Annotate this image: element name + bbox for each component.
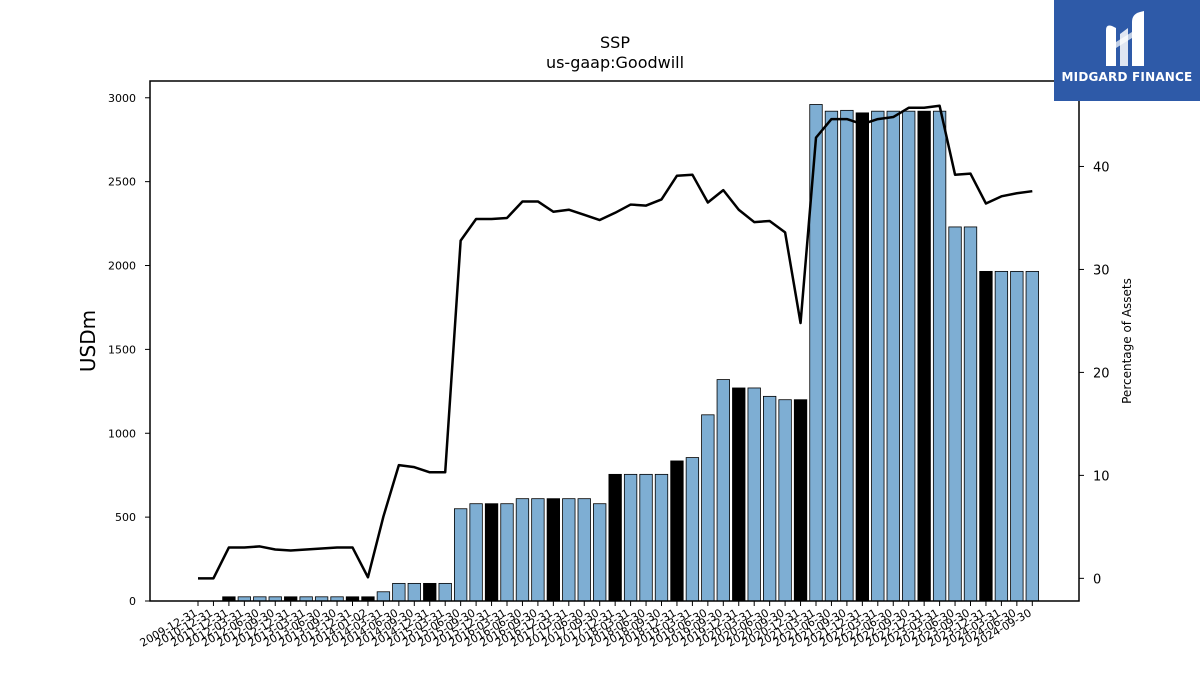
percentage-line <box>198 104 1033 580</box>
bar <box>562 498 576 602</box>
bar <box>484 503 499 602</box>
bar <box>639 473 653 602</box>
bar <box>423 582 437 602</box>
y-tick-label: 3000 <box>108 92 136 105</box>
bar <box>871 110 885 602</box>
bar <box>902 110 916 602</box>
percentage-line-series <box>198 104 1033 580</box>
bar <box>438 582 452 602</box>
bar <box>608 473 622 602</box>
y2-tick-label: 0 <box>1093 572 1101 587</box>
y-tick-label: 2500 <box>108 176 136 189</box>
logo-mark-icon <box>1106 11 1144 66</box>
bar <box>716 379 730 602</box>
y2-tick-label: 40 <box>1093 160 1110 175</box>
bar <box>654 473 669 602</box>
bar <box>747 387 761 602</box>
bar <box>979 270 993 602</box>
bar <box>763 395 777 602</box>
chart-title: SSP <box>600 33 630 52</box>
y-axis-left: 0 500 1000 1500 2000 2500 3000 <box>108 92 150 608</box>
y2-axis-label: Percentage of Assets <box>1120 278 1134 404</box>
bar <box>932 110 947 602</box>
x-axis: 2009-12-312010-12-312011-12-312012-03-31… <box>138 601 1034 650</box>
bar <box>670 460 684 602</box>
bar <box>685 457 700 602</box>
bar <box>732 387 746 602</box>
y-tick-label: 1500 <box>108 343 136 356</box>
y-tick-label: 1000 <box>108 427 136 440</box>
bar <box>824 110 839 602</box>
bar <box>577 498 591 602</box>
plot-frame <box>149 80 1080 602</box>
bar <box>917 110 931 602</box>
bar <box>593 503 607 602</box>
bar <box>1025 270 1039 602</box>
bar <box>453 508 468 602</box>
logo-text: MIDGARD FINANCE <box>1061 70 1193 84</box>
y-tick-label: 0 <box>129 595 136 608</box>
y2-tick-label: 30 <box>1093 263 1110 278</box>
bar-series <box>222 104 1039 602</box>
bar <box>500 503 514 602</box>
bar <box>376 591 391 602</box>
midgard-finance-logo: MIDGARD FINANCE <box>1054 0 1200 101</box>
bar <box>515 498 530 602</box>
bar <box>623 473 638 602</box>
bar <box>886 110 900 602</box>
bar <box>407 582 421 602</box>
bar <box>469 503 483 602</box>
y2-tick-label: 10 <box>1093 469 1110 484</box>
y-tick-label: 500 <box>115 511 136 524</box>
bar <box>701 414 715 602</box>
bar <box>994 270 1009 602</box>
chart-subtitle: us-gaap:Goodwill <box>546 53 684 72</box>
bar <box>948 226 962 602</box>
bar <box>778 399 792 602</box>
y-tick-label: 2000 <box>108 260 136 273</box>
bar <box>1010 270 1024 602</box>
bar <box>793 399 808 602</box>
bar <box>392 582 406 602</box>
y2-tick-label: 20 <box>1093 366 1110 381</box>
y-axis-right: 0 10 20 30 40 <box>1079 160 1110 587</box>
bar <box>531 498 545 602</box>
y-axis-label: USDm <box>76 310 100 372</box>
bar <box>963 226 978 602</box>
bar <box>855 112 869 602</box>
bar <box>546 498 560 602</box>
bar <box>840 109 854 602</box>
